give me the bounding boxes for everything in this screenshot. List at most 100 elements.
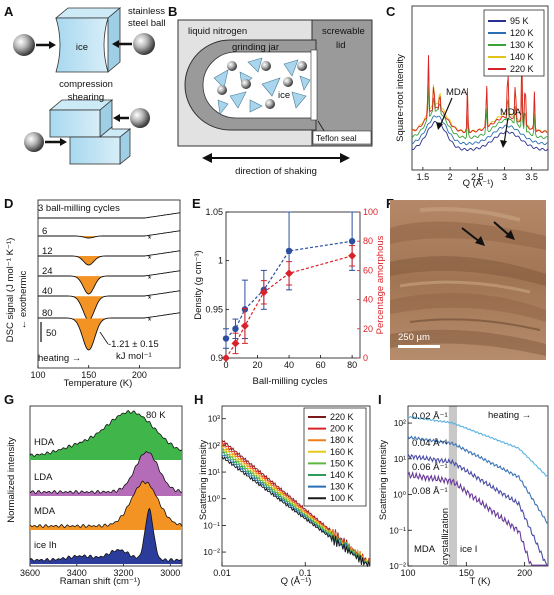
plot-area: 100 150 200 10⁻² 10⁻¹ 10⁰ 10¹ 10² [389,405,549,578]
curve-label: 6 [42,226,47,237]
y-tick-label-right: 60 [363,265,373,275]
legend-label: 130 K [510,40,534,50]
asterisk: * [148,294,152,305]
compression-ice-block [54,7,122,73]
y-tick-label-right: 100 [363,207,378,217]
legend [303,407,367,507]
q-label-1: 0.02 Å⁻¹ [412,411,448,422]
y-tick-label-right: 20 [363,324,373,334]
y-axis-label: Scattering intensity [378,440,389,521]
y-axis-label: Scattering intensity [198,440,209,521]
y-tick-label: 10¹ [208,467,220,477]
series-line [411,115,549,146]
panel-letter: C [386,4,396,19]
y-tick-label: 10⁰ [207,494,220,504]
shaking-label: direction of shaking [235,166,317,177]
shearing-label: shearing [68,92,104,103]
y-tick-label: 10² [208,440,220,450]
y-axis-label: Square-root intensity [395,54,406,142]
compression-label: compression [59,79,113,90]
x-tick-label: 0.1 [299,568,312,578]
panel-d: D DSC signal (J mol⁻¹ K⁻¹) ← exothermic … [4,196,181,389]
exothermic-label: ← exothermic [18,270,29,329]
panel-c: C Square-root intensity 1.5 2 2.5 3 3.595 K1… [386,4,549,189]
x-axis-label: Ball-milling cycles [253,376,328,387]
ball-label-line1: stainless [128,6,165,17]
x-tick-label: 20 [253,360,263,370]
dsc-curve [38,212,181,219]
steel-ball-icon [24,132,44,152]
amorphous-point [231,339,240,348]
steel-balls-in-jar [217,61,307,109]
raman-line [29,451,182,495]
plot-frame [225,211,361,359]
x-axis-label: Q (Å⁻¹) [463,178,494,189]
asterisk: * [148,316,152,327]
q-label-2: 0.04 Å⁻¹ [412,438,448,449]
x-tick-label: 40 [284,360,294,370]
raman-line [29,480,183,529]
x-tick-label: 3 [502,172,507,182]
exotherm-area [71,318,107,350]
y-tick-label: 10⁻¹ [389,525,406,535]
steel-ball-icon [130,108,150,128]
y-tick-label: 0.95 [205,304,223,314]
series-line [411,53,549,134]
liquid-nitrogen-label: liquid nitrogen [188,26,247,37]
asterisk: * [148,274,152,285]
panel-g: G Normalized intensity 3600 3400 3200 3000 … [4,392,183,587]
legend-label: 160 K [330,447,354,457]
micrograph-image [390,200,546,360]
y-tick-label-right: 0 [363,353,368,363]
plot-area: 3600 3400 3200 3000 [20,405,183,578]
raman-area [30,410,182,460]
x-tick-label: 200 [132,370,147,380]
x-axis-label: Raman shift (cm⁻¹) [60,576,141,587]
header-label: 3 ball-milling cycles [38,203,120,214]
enthalpy-label: -1.21 ± 0.15 [108,339,159,350]
exotherm-area [71,276,107,294]
dsc-curve [38,290,181,321]
curve-label: 24 [42,266,53,277]
panel-a: A ice stainless steel ball compression [4,4,166,165]
x-tick-label: 100 [400,568,415,578]
screwable-label: screwable [322,26,365,37]
panel-letter: E [192,196,201,211]
x-axis-label: Q (Å⁻¹) [281,576,312,587]
series-line [407,435,549,524]
ice-ih-label: ice Ih [34,540,57,551]
x-tick-label: 80 [347,360,357,370]
x-tick-label: 0.01 [213,568,231,578]
x-tick-label: 150 [459,568,474,578]
panel-b: B liquid nitrogen screwable lid grinding… [168,4,373,177]
y-tick-label: 10³ [208,414,220,424]
q-label-3: 0.06 Å⁻¹ [412,462,448,473]
legend-label: 220 K [510,64,534,74]
legend-label: 100 K [330,493,354,503]
y-tick-label-right: 40 [363,295,373,305]
raman-line [29,410,183,457]
ice-label: ice [278,90,290,101]
plot-frame [411,5,549,171]
y-axis-label: DSC signal (J mol⁻¹ K⁻¹) [5,238,16,343]
legend-label: 140 K [510,52,534,62]
legend-label: 200 K [330,424,354,434]
heating-label: heating → [488,410,531,421]
amorphous-point [348,251,357,260]
mda-label-2: MDA [500,107,522,118]
y-tick-label: 0.9 [210,353,223,363]
panel-letter: G [4,392,14,407]
lda-label: LDA [34,472,53,483]
teflon-seal-label: Teflon seal [316,133,357,143]
plot-area: 0.01 0.1 10⁻² 10⁻¹ 10⁰ 10¹ 10² 10³ 220 K 200 K180… [203,405,371,578]
panel-h: H Scattering intensity 0.01 0.1 10⁻² 10⁻¹ 10… [194,392,371,587]
legend-label: 120 K [510,28,534,38]
scale-label: 50 [46,328,57,339]
plot-area: 0 20 40 60 80 0.9 0.95 1 1.05 0 20 40 60 80 100 [205,207,378,370]
exotherm-area [71,296,107,320]
panel-i: I Scattering intensity 100 150 200 10⁻² 10⁻¹… [378,392,549,587]
plot-frame [29,405,183,567]
series-line [407,415,549,478]
x-tick-label: 3000 [160,568,180,578]
steel-ball-icon [133,33,155,55]
